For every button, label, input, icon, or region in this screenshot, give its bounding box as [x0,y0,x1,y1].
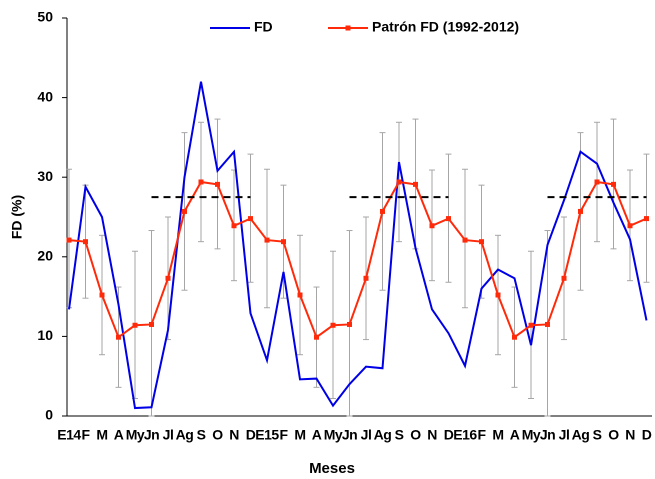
x-tick-label: D [642,427,652,443]
marker [297,292,303,298]
x-tick-label: A [114,427,124,443]
x-tick-label: Jn [540,427,555,443]
marker [644,216,649,222]
marker [347,321,352,327]
marker [396,179,402,185]
x-tick-label: My [522,427,541,443]
legend-marker [345,25,351,31]
marker [215,181,220,187]
x-tick-label: S [395,427,404,443]
marker [149,321,154,327]
x-tick-label: Ag [176,427,194,443]
x-tick-label: My [126,427,145,443]
x-tick-label: Ag [374,427,392,443]
marker [248,216,253,222]
marker [512,334,517,340]
series-line [68,180,647,339]
x-tick-label: M [96,427,107,443]
x-tick-label: O [410,427,421,443]
marker [165,275,171,281]
x-tick-label: N [625,427,635,443]
x-tick-label: E15 [255,427,279,443]
x-tick-label: N [229,427,239,443]
marker [578,208,583,214]
marker [231,223,237,229]
x-tick-label: E14 [57,427,81,443]
y-tick-label: 40 [37,88,53,104]
x-tick-label: N [427,427,437,443]
marker [446,216,451,222]
x-tick-label: S [593,427,602,443]
x-tick-label: D [444,427,454,443]
x-tick-label: Jn [144,427,159,443]
marker [99,292,105,298]
marker [314,334,319,340]
x-tick-label: F [477,427,486,443]
marker [545,321,550,327]
legend-label: Patrón FD (1992-2012) [372,19,519,35]
x-tick-label: F [81,427,90,443]
y-tick-label: 30 [37,168,53,184]
x-tick-label: My [324,427,343,443]
marker [83,239,88,245]
marker [479,239,484,245]
x-tick-label: O [212,427,223,443]
marker [528,322,534,328]
x-tick-label: Jl [163,427,174,443]
x-tick-label: Jn [342,427,357,443]
x-tick-label: O [608,427,619,443]
x-tick-label: Jl [559,427,570,443]
marker [132,322,138,328]
y-tick-label: 50 [37,9,53,25]
marker [462,237,468,243]
x-tick-label: A [312,427,322,443]
marker [429,223,435,229]
marker [380,208,385,214]
marker [198,179,204,185]
legend-label: FD [254,19,273,35]
y-axis-label: FD (%) [9,195,25,239]
marker [66,237,72,243]
series-line [68,81,648,410]
marker [363,275,369,281]
x-tick-label: Jl [361,427,372,443]
x-tick-label: F [279,427,288,443]
marker [116,334,121,340]
marker [330,322,336,328]
x-tick-label: S [197,427,206,443]
x-tick-label: M [492,427,503,443]
x-tick-label: D [246,427,256,443]
x-axis-label: Meses [309,460,355,477]
marker [413,181,418,187]
x-tick-label: A [510,427,520,443]
marker [611,181,616,187]
marker [281,239,286,245]
y-tick-label: 10 [37,327,53,343]
x-tick-label: Ag [572,427,590,443]
marker [182,208,187,214]
x-tick-label: E16 [453,427,477,443]
x-tick-label: M [294,427,305,443]
marker [627,223,633,229]
marker [561,275,567,281]
marker [594,179,600,185]
marker [264,237,270,243]
y-tick-label: 0 [45,407,53,423]
marker [495,292,501,298]
y-tick-label: 20 [37,248,53,264]
